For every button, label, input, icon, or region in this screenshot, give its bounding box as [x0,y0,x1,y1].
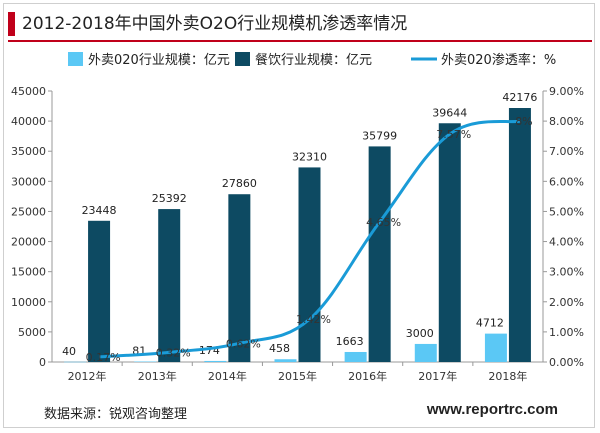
line-data-label: 4.65% [366,216,401,229]
line-data-label: 1.42% [296,313,331,326]
x-tick-label: 2018年 [488,369,527,383]
legend-swatch-catering [235,52,250,66]
bar-takeout [274,359,297,362]
legend-swatch-takeout [68,52,83,66]
bar-takeout [484,333,507,362]
bar-data-label: 32310 [292,150,327,163]
y-left-tick-label: 0 [39,356,46,369]
line-data-label: 0.32% [156,346,191,359]
y-left-tick-label: 20000 [11,236,46,249]
bar-data-label: 3000 [406,327,434,340]
chart-title: 2012-2018年中国外卖O2O行业规模机渗透率情况 [22,14,408,34]
y-left-tick-label: 15000 [11,266,46,279]
x-tick-label: 2012年 [68,369,107,383]
bar-takeout [64,361,87,363]
line-data-label: 7.57% [436,128,471,141]
bar-catering [88,220,111,362]
y-left-tick-label: 45000 [11,85,46,98]
line-data-label: 0.62% [226,337,261,350]
bar-takeout [134,361,157,363]
x-tick-label: 2016年 [348,369,387,383]
line-data-label: 0.17% [86,351,121,364]
bar-data-label: 1663 [336,335,364,348]
y-right-tick-label: 5.00% [549,205,584,218]
y-right-tick-label: 1.00% [549,326,584,339]
legend-label: 外卖020渗透率：% [441,52,556,68]
bar-data-label: 39644 [432,106,467,119]
x-tick-label: 2017年 [418,369,457,383]
y-left-tick-label: 30000 [11,175,46,188]
bar-data-label: 40 [62,345,76,358]
penetration-line [98,119,521,359]
title-accent-bar [8,12,15,36]
y-right-tick-label: 6.00% [549,175,584,188]
bar-catering [438,123,461,362]
y-right-tick-label: 4.00% [549,236,584,249]
bar-catering [368,146,391,362]
title-underline [8,40,592,42]
website-url: www.reportrc.com [426,401,558,418]
y-left-tick-label: 40000 [11,115,46,128]
y-left-tick-label: 10000 [11,296,46,309]
bar-takeout [204,360,227,362]
bar-catering [228,194,251,362]
bar-catering [298,167,321,362]
bar-data-label: 23448 [82,204,117,217]
y-left-tick-label: 35000 [11,145,46,158]
bar-data-label: 35799 [362,129,397,142]
bar-data-label: 25392 [152,192,187,205]
y-right-tick-label: 8.00% [549,115,584,128]
bar-data-label: 27860 [222,177,257,190]
bar-catering [158,209,181,362]
y-right-tick-label: 2.00% [549,296,584,309]
x-tick-label: 2015年 [278,369,317,383]
bar-data-label: 4712 [476,317,504,330]
data-source: 数据来源：锐观咨询整理 [44,407,188,422]
y-left-tick-label: 5000 [18,326,46,339]
bar-takeout [414,343,437,362]
y-right-tick-label: 7.00% [549,145,584,158]
legend-label: 外卖020行业规模：亿元 [88,53,230,68]
y-right-tick-label: 0.00% [549,356,584,369]
bar-data-label: 42176 [502,91,537,104]
y-right-tick-label: 3.00% [549,266,584,279]
bar-catering [508,108,531,363]
y-right-tick-label: 9.00% [549,85,584,98]
legend-label: 餐饮行业规模：亿元 [255,52,372,68]
bar-data-label: 458 [269,342,290,355]
x-tick-label: 2014年 [208,369,247,383]
line-data-label: 8% [515,115,532,128]
x-tick-label: 2013年 [138,369,177,383]
y-left-tick-label: 25000 [11,205,46,218]
bar-takeout [344,351,367,362]
